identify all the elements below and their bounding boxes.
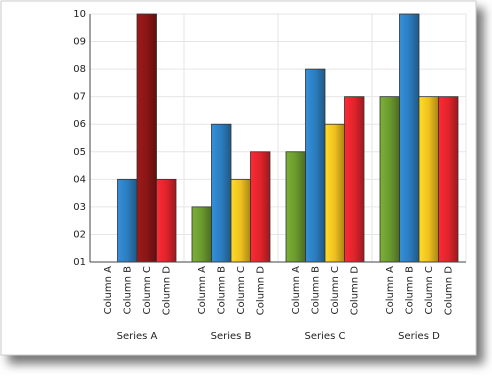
y-tick-label: 07 <box>73 92 86 103</box>
column-label: Column D <box>161 266 172 315</box>
column-label: Column D <box>443 266 454 315</box>
bar <box>324 123 345 263</box>
bar <box>305 68 326 263</box>
y-tick-label: 10 <box>73 9 86 20</box>
column-label: Column B <box>122 266 133 314</box>
bar <box>399 13 420 263</box>
x-tick-label: Series D <box>398 331 440 342</box>
bar <box>418 96 439 263</box>
column-label: Column B <box>216 266 227 314</box>
column-label: Column C <box>236 266 247 314</box>
column-label: Column C <box>142 266 153 314</box>
bar <box>211 123 232 263</box>
bar <box>250 151 271 263</box>
y-tick-label: 05 <box>73 147 86 158</box>
x-tick-label: Series A <box>117 331 158 342</box>
bar <box>136 13 157 263</box>
y-tick-label: 04 <box>73 174 86 185</box>
y-tick-label: 02 <box>73 229 86 240</box>
bar <box>285 151 306 263</box>
column-label: Column D <box>255 266 266 315</box>
x-tick-label: Series C <box>305 331 346 342</box>
bar <box>191 206 212 263</box>
column-label: Column A <box>291 266 302 314</box>
y-tick-label: 06 <box>73 119 86 130</box>
bar <box>438 96 459 263</box>
column-label: Column A <box>197 266 208 314</box>
bar <box>230 178 251 263</box>
column-label: Column A <box>103 266 114 314</box>
bar <box>344 96 365 263</box>
column-label: Column D <box>349 266 360 315</box>
column-label: Column B <box>404 266 415 314</box>
x-tick-label: Series B <box>211 331 252 342</box>
y-tick-label: 08 <box>73 64 86 75</box>
y-tick-label: 01 <box>73 257 86 268</box>
y-tick-label: 03 <box>73 202 86 213</box>
column-label: Column B <box>310 266 321 314</box>
column-label: Column A <box>385 266 396 314</box>
column-label: Column C <box>424 266 435 314</box>
bar <box>156 178 177 263</box>
bar <box>117 178 138 263</box>
y-tick-label: 09 <box>73 37 86 48</box>
column-label: Column C <box>330 266 341 314</box>
bar <box>379 96 400 263</box>
